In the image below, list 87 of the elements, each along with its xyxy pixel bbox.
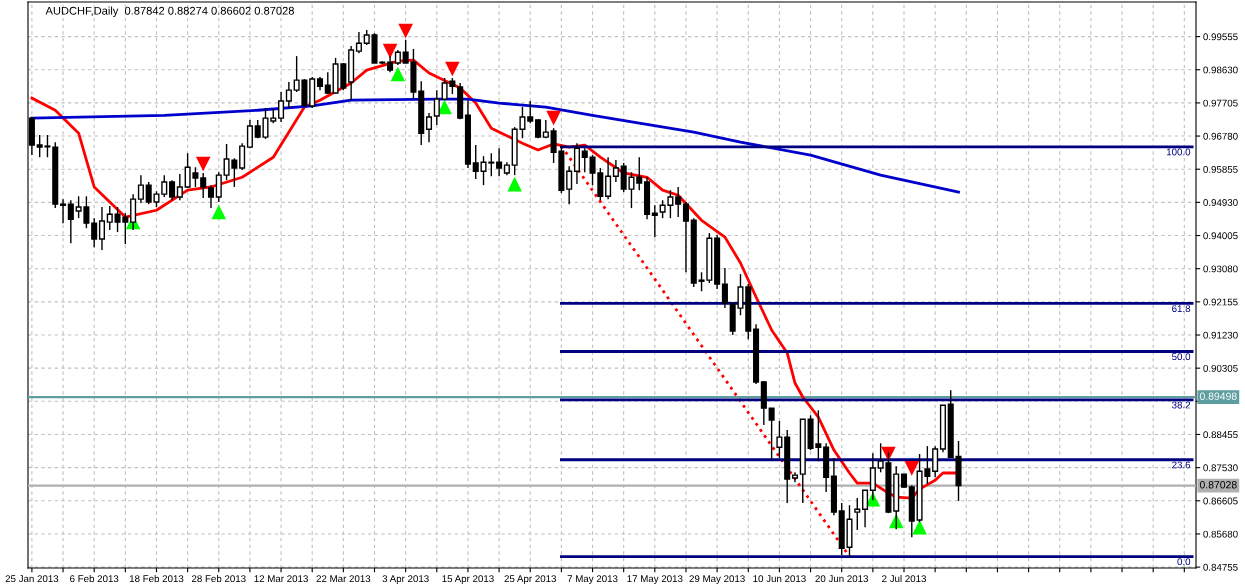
point	[904, 461, 920, 476]
candlestick	[176, 173, 183, 201]
y-tick-label: 0.96780	[1203, 132, 1238, 140]
candlestick	[605, 156, 612, 200]
candlestick	[496, 147, 503, 177]
x-tick-label: 20 Jun 2013	[815, 575, 869, 583]
x-tick-label: 12 Mar 2013	[254, 575, 308, 583]
x-tick-label: 10 Jun 2013	[753, 575, 806, 583]
series-label: 23.6	[1172, 461, 1191, 469]
candlestick	[675, 186, 682, 218]
x-tick-label: 3 Apr 2013	[382, 575, 429, 585]
point	[382, 43, 398, 59]
x-tick-label: 2 Jul 2013	[882, 574, 927, 583]
x-tick-label: 25 Apr 2013	[504, 575, 557, 585]
candlestick	[239, 142, 246, 171]
candlestick	[869, 452, 876, 501]
candlestick	[200, 172, 207, 199]
candlestick	[932, 445, 939, 479]
candlestick	[566, 165, 573, 205]
candlestick	[862, 489, 869, 528]
x-tick-label: 28 Feb 2013	[191, 574, 246, 583]
candlestick	[776, 420, 783, 459]
candlestick	[137, 174, 144, 204]
candlestick	[106, 205, 113, 231]
candlestick	[278, 91, 285, 123]
x-tick-label: 25 Jan 2013	[5, 575, 59, 583]
candlestick	[67, 199, 74, 244]
series-label: 50.0	[1172, 353, 1191, 361]
series-label: 100.0	[1166, 148, 1191, 156]
series-label: 61.8	[1172, 305, 1191, 313]
x-tick-label: 29 May 2013	[689, 575, 745, 585]
x-tick-label: 15 Apr 2013	[442, 575, 494, 585]
candlestick	[527, 100, 534, 124]
candlestick	[130, 193, 137, 231]
y-tick-label: 0.90305	[1203, 364, 1238, 372]
candlestick	[612, 159, 619, 183]
candlestick	[768, 407, 775, 461]
y-tick-label: 0.84755	[1203, 563, 1238, 571]
point	[912, 519, 927, 535]
point	[390, 66, 406, 82]
x-tick-label: 7 May 2013	[567, 575, 618, 585]
point	[211, 204, 227, 220]
candlestick	[355, 31, 362, 54]
ref-line-label: 0.87028	[1199, 481, 1237, 489]
x-tick-label: 18 Feb 2013	[129, 574, 184, 583]
y-tick-label: 0.98630	[1203, 66, 1238, 74]
series-label: 38.2	[1172, 401, 1191, 409]
candlestick	[573, 142, 580, 185]
point	[398, 23, 413, 39]
y-tick-label: 0.92155	[1203, 298, 1238, 306]
y-tick-label: 0.91230	[1203, 331, 1238, 339]
candlestick	[433, 89, 440, 126]
y-tick-label: 0.97705	[1203, 99, 1238, 107]
y-tick-label: 0.85680	[1203, 530, 1238, 538]
x-tick-label: 17 May 2013	[627, 575, 683, 585]
y-tick-label: 0.86605	[1203, 497, 1238, 505]
x-tick-label: 6 Feb 2013	[70, 574, 119, 583]
candlestick	[169, 179, 176, 201]
candlestick	[246, 119, 253, 149]
candlestick	[91, 217, 98, 248]
candlestick	[285, 81, 292, 109]
candlestick	[651, 204, 658, 238]
candlestick	[98, 206, 106, 251]
candlestick	[581, 147, 588, 173]
point	[546, 110, 561, 126]
y-tick-label: 0.99555	[1203, 33, 1238, 41]
point	[507, 176, 522, 192]
y-tick-label: 0.94005	[1203, 232, 1238, 240]
candlestick	[854, 497, 861, 531]
y-tick-label: 0.87530	[1203, 464, 1238, 472]
y-tick-label: 0.93080	[1203, 265, 1238, 273]
ref-line-label: 0.89498	[1199, 392, 1237, 400]
candlestick	[207, 184, 215, 209]
point	[195, 156, 211, 172]
candlestick	[636, 156, 643, 191]
point	[445, 61, 460, 77]
chart-title: AUDCHF,Daily 0.87842 0.88274 0.86602 0.87028	[45, 6, 294, 17]
y-tick-label: 0.88455	[1203, 431, 1238, 439]
candlestick	[215, 171, 222, 203]
candlestick	[682, 201, 690, 273]
y-tick-label: 0.95855	[1203, 165, 1238, 173]
x-tick-label: 22 Mar 2013	[316, 575, 371, 583]
candlestick	[721, 267, 728, 309]
y-tick-label: 0.94930	[1203, 199, 1238, 206]
candlestick	[60, 198, 67, 224]
candlestick	[425, 112, 433, 143]
series-label: 0.0	[1177, 558, 1191, 566]
